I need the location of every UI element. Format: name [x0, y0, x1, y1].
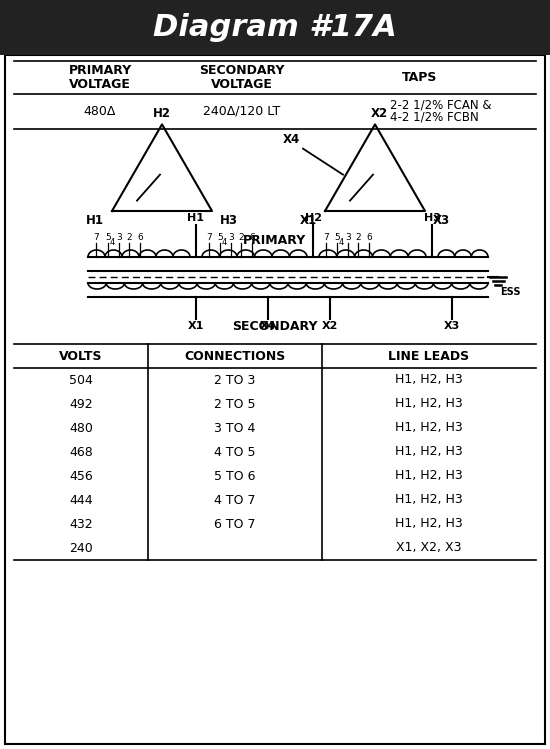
Text: 3: 3 [228, 233, 234, 242]
Text: H1, H2, H3: H1, H2, H3 [395, 374, 463, 386]
Text: X3: X3 [444, 321, 460, 331]
Text: 4 TO 7: 4 TO 7 [214, 494, 256, 506]
Text: 6 TO 7: 6 TO 7 [214, 518, 256, 530]
Bar [0, 0, 550, 55]
Text: 3 TO 4: 3 TO 4 [214, 422, 256, 434]
Text: H3: H3 [220, 214, 238, 227]
Text: ESS: ESS [500, 287, 520, 297]
Text: 4: 4 [338, 238, 344, 247]
Text: 5 TO 6: 5 TO 6 [214, 470, 256, 482]
Text: PRIMARY
VOLTAGE: PRIMARY VOLTAGE [68, 64, 131, 91]
Text: H2: H2 [305, 213, 322, 223]
Text: 2-2 1/2% FCAN &: 2-2 1/2% FCAN & [390, 99, 492, 112]
Text: 7: 7 [93, 233, 99, 242]
Text: 504: 504 [69, 374, 93, 386]
Text: 4-2 1/2% FCBN: 4-2 1/2% FCBN [390, 111, 478, 124]
Text: H1, H2, H3: H1, H2, H3 [395, 518, 463, 530]
Text: H1, H2, H3: H1, H2, H3 [395, 422, 463, 434]
Text: X2: X2 [322, 321, 338, 331]
Text: 3: 3 [116, 233, 122, 242]
Text: X2: X2 [371, 107, 388, 121]
Text: 4: 4 [109, 238, 114, 247]
Text: X3: X3 [433, 214, 450, 227]
Text: SECONDARY
VOLTAGE: SECONDARY VOLTAGE [199, 64, 285, 91]
Text: 456: 456 [69, 470, 93, 482]
Text: 492: 492 [69, 398, 93, 410]
Text: 2 TO 5: 2 TO 5 [214, 398, 256, 410]
Text: 2: 2 [355, 233, 361, 242]
Text: 6: 6 [249, 233, 255, 242]
Text: Diagram #17A: Diagram #17A [153, 13, 397, 42]
Text: H1, H2, H3: H1, H2, H3 [395, 470, 463, 482]
Text: H1, H2, H3: H1, H2, H3 [395, 398, 463, 410]
Text: CONNECTIONS: CONNECTIONS [184, 350, 285, 363]
Text: X1: X1 [188, 321, 204, 331]
Text: H3: H3 [424, 213, 441, 223]
Text: 2: 2 [126, 233, 132, 242]
Text: TAPS: TAPS [402, 71, 438, 84]
Text: 2: 2 [238, 233, 244, 242]
Text: H1, H2, H3: H1, H2, H3 [395, 446, 463, 458]
Text: X4: X4 [283, 133, 300, 145]
Text: 4: 4 [221, 238, 227, 247]
Text: 4 TO 5: 4 TO 5 [214, 446, 256, 458]
Text: VOLTS: VOLTS [59, 350, 103, 363]
Text: 6: 6 [137, 233, 143, 242]
Text: 240Δ/120 LT: 240Δ/120 LT [204, 105, 280, 118]
Text: 7: 7 [206, 233, 212, 242]
Text: 7: 7 [323, 233, 329, 242]
Text: H1: H1 [188, 213, 205, 223]
Text: SECONDARY: SECONDARY [232, 321, 318, 333]
Text: 480Δ: 480Δ [84, 105, 116, 118]
Text: H1: H1 [86, 214, 104, 227]
Text: 240: 240 [69, 542, 93, 554]
Text: 5: 5 [105, 233, 111, 242]
Text: 480: 480 [69, 422, 93, 434]
Text: PRIMARY: PRIMARY [243, 234, 307, 247]
Text: 468: 468 [69, 446, 93, 458]
Text: 5: 5 [217, 233, 223, 242]
Text: H1, H2, H3: H1, H2, H3 [395, 494, 463, 506]
Text: 6: 6 [366, 233, 372, 242]
Text: H2: H2 [153, 107, 171, 121]
Text: 2 TO 3: 2 TO 3 [214, 374, 256, 386]
Text: LINE LEADS: LINE LEADS [388, 350, 470, 363]
Text: 3: 3 [345, 233, 351, 242]
Text: 444: 444 [69, 494, 93, 506]
Text: 432: 432 [69, 518, 93, 530]
Text: X4: X4 [260, 321, 276, 331]
Text: X1, X2, X3: X1, X2, X3 [396, 542, 462, 554]
Text: 5: 5 [334, 233, 340, 242]
Text: X1: X1 [300, 214, 317, 227]
